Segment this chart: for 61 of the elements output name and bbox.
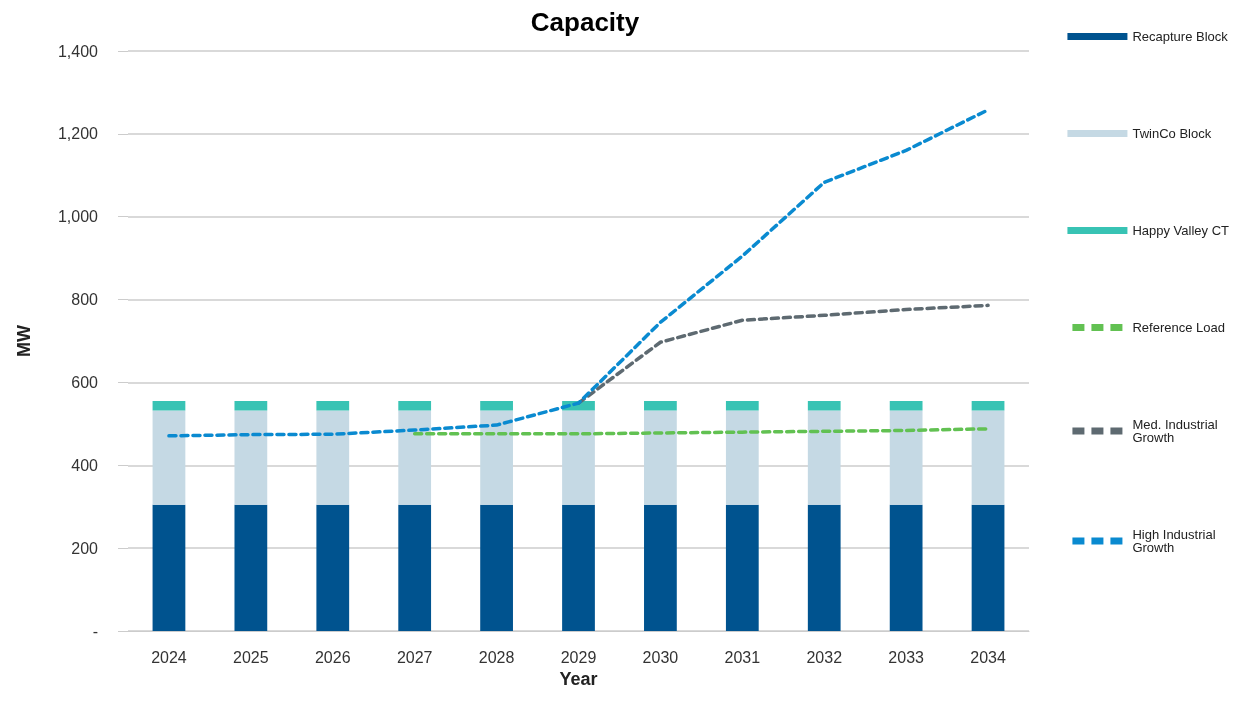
bar xyxy=(971,410,1005,505)
x-tick-label: 2024 xyxy=(151,648,187,666)
bar xyxy=(480,504,513,631)
y-tick-label: - xyxy=(92,622,98,640)
y-tick-label: 400 xyxy=(71,456,99,474)
legend-label: Recapture Block xyxy=(1132,29,1229,44)
x-tick-label: 2031 xyxy=(724,648,761,666)
bar xyxy=(562,504,595,631)
bar xyxy=(725,401,759,411)
bar xyxy=(152,410,186,505)
legend-label: TwinCo Block xyxy=(1132,126,1212,141)
bar xyxy=(562,410,595,505)
bar xyxy=(807,401,841,411)
bar xyxy=(480,401,513,411)
bar xyxy=(807,504,841,631)
x-axis-title: Year xyxy=(559,668,598,689)
chart-title: Capacity xyxy=(530,7,640,37)
line-series xyxy=(167,108,990,438)
bar xyxy=(316,410,350,505)
bar xyxy=(152,401,186,411)
legend-label: Reference Load xyxy=(1132,320,1225,335)
legend-label: Med. Industrial Growth xyxy=(1132,417,1222,445)
x-tick-label: 2026 xyxy=(314,648,351,666)
x-tick-label: 2028 xyxy=(478,648,515,666)
y-tick-label: 600 xyxy=(71,373,99,391)
bar xyxy=(725,504,759,631)
legend-label: Happy Valley CT xyxy=(1132,223,1230,238)
y-tick-label: 200 xyxy=(71,539,99,557)
bar xyxy=(398,410,432,505)
bar xyxy=(644,410,677,505)
bar xyxy=(152,504,186,631)
bar xyxy=(644,504,677,631)
bar xyxy=(807,410,841,505)
bar xyxy=(398,504,432,631)
x-tick-label: 2032 xyxy=(806,648,843,666)
bar xyxy=(889,504,923,631)
y-tick-label: 1,000 xyxy=(57,208,99,226)
bar xyxy=(316,401,350,411)
x-tick-label: 2029 xyxy=(560,648,597,666)
y-tick-label: 800 xyxy=(71,291,99,309)
x-tick-label: 2027 xyxy=(396,648,433,666)
bar xyxy=(480,410,513,505)
y-tick-label: 1,200 xyxy=(57,125,99,143)
bar xyxy=(644,401,677,411)
bar xyxy=(316,504,350,631)
bar xyxy=(234,401,268,411)
bar xyxy=(889,401,923,411)
x-tick-label: 2034 xyxy=(970,648,1006,666)
bar xyxy=(889,410,923,505)
y-tick-label: 1,400 xyxy=(57,42,99,60)
x-tick-label: 2025 xyxy=(233,648,269,666)
bar xyxy=(398,401,432,411)
y-axis-title: MW xyxy=(14,325,34,357)
bar xyxy=(725,410,759,505)
x-tick-label: 2030 xyxy=(642,648,679,666)
bar xyxy=(234,410,268,505)
bar xyxy=(971,504,1005,631)
x-tick-label: 2033 xyxy=(888,648,925,666)
bar xyxy=(234,504,268,631)
bar xyxy=(971,401,1005,411)
legend-label: High Industrial Growth xyxy=(1132,527,1220,555)
